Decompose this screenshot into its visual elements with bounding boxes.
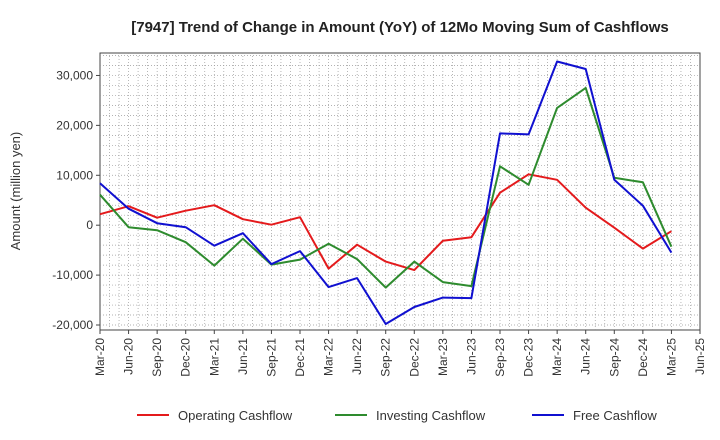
x-tick-label: Dec-21 [293,338,307,377]
legend-label-operating-cashflow: Operating Cashflow [178,408,293,423]
x-tick-label: Mar-20 [93,338,107,376]
y-tick-label: 30,000 [56,68,93,82]
x-tick-label: Jun-23 [464,338,478,375]
x-tick-label: Mar-23 [436,338,450,376]
x-axis-ticks: Mar-20 Jun-20 Sep-20 Dec-20 Mar-21 Jun-21 Sep-… [93,330,707,377]
chart-title: [7947] Trend of Change in Amount (YoY) o… [131,19,669,36]
legend-label-free-cashflow: Free Cashflow [573,408,657,423]
x-tick-label: Sep-20 [150,338,164,377]
series-line-free-cashflow [99,60,673,325]
x-tick-label: Jun-25 [693,338,707,375]
x-tick-label: Jun-21 [236,338,250,375]
x-tick-label: Mar-24 [550,338,564,376]
y-axis-ticks: -20,000 -10,000 0 10,000 20,000 30,000 [52,68,100,332]
x-tick-label: Sep-22 [379,338,393,377]
x-tick-label: Jun-22 [350,338,364,375]
y-tick-label: 10,000 [56,168,93,182]
legend: Operating Cashflow Investing Cashflow Free… [137,408,657,423]
x-tick-label: Sep-24 [607,338,621,377]
x-tick-label: Dec-24 [636,338,650,377]
y-tick-label: 20,000 [56,118,93,132]
y-tick-label: 0 [86,218,93,232]
x-tick-label: Jun-24 [579,338,593,375]
x-tick-label: Dec-23 [522,338,536,377]
x-tick-label: Sep-23 [493,338,507,377]
plot-area [99,52,701,331]
x-tick-label: Dec-20 [179,338,193,377]
y-axis-label: Amount (million yen) [8,132,23,251]
x-tick-label: Mar-21 [207,338,221,376]
y-tick-label: -10,000 [52,268,93,282]
series-line-investing-cashflow [99,86,673,289]
series-line-operating-cashflow [99,173,672,272]
x-tick-label: Sep-21 [264,338,278,377]
x-tick-label: Dec-22 [407,338,421,377]
legend-label-investing-cashflow: Investing Cashflow [376,408,486,423]
y-tick-label: -20,000 [52,318,93,332]
series-layer [99,60,673,325]
x-tick-label: Mar-25 [664,338,678,376]
x-tick-label: Mar-22 [322,338,336,376]
x-tick-label: Jun-20 [122,338,136,375]
